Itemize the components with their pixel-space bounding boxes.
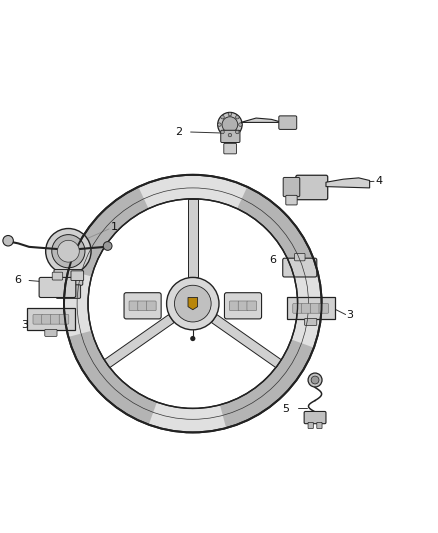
FancyBboxPatch shape xyxy=(247,301,257,311)
Circle shape xyxy=(221,130,224,134)
FancyBboxPatch shape xyxy=(279,116,297,130)
Circle shape xyxy=(3,236,13,246)
Polygon shape xyxy=(104,314,174,368)
Text: 6: 6 xyxy=(14,276,21,286)
FancyBboxPatch shape xyxy=(138,301,148,311)
Circle shape xyxy=(228,133,232,137)
Text: 3: 3 xyxy=(346,310,353,320)
Polygon shape xyxy=(241,118,283,123)
FancyBboxPatch shape xyxy=(224,293,261,319)
Circle shape xyxy=(222,117,238,133)
FancyBboxPatch shape xyxy=(317,422,322,429)
FancyBboxPatch shape xyxy=(224,143,237,154)
Text: 4: 4 xyxy=(375,176,382,187)
Circle shape xyxy=(228,112,232,116)
FancyBboxPatch shape xyxy=(294,253,305,261)
Text: 2: 2 xyxy=(175,127,182,137)
FancyBboxPatch shape xyxy=(54,270,83,285)
Polygon shape xyxy=(237,187,317,277)
FancyBboxPatch shape xyxy=(221,130,240,142)
Text: 3: 3 xyxy=(21,320,28,330)
FancyBboxPatch shape xyxy=(304,411,326,424)
FancyBboxPatch shape xyxy=(33,314,42,324)
FancyBboxPatch shape xyxy=(283,177,300,197)
Polygon shape xyxy=(68,187,148,277)
Circle shape xyxy=(190,336,195,341)
FancyBboxPatch shape xyxy=(50,314,60,324)
Circle shape xyxy=(57,240,79,262)
FancyBboxPatch shape xyxy=(238,301,248,311)
FancyBboxPatch shape xyxy=(52,272,63,280)
Circle shape xyxy=(88,199,297,408)
Polygon shape xyxy=(220,340,314,428)
FancyBboxPatch shape xyxy=(59,314,69,324)
Polygon shape xyxy=(68,331,157,425)
FancyBboxPatch shape xyxy=(308,422,313,429)
Polygon shape xyxy=(188,199,198,277)
Circle shape xyxy=(166,277,219,330)
FancyBboxPatch shape xyxy=(45,329,57,336)
Text: 6: 6 xyxy=(270,255,277,265)
Circle shape xyxy=(221,116,224,119)
Circle shape xyxy=(46,229,91,274)
FancyBboxPatch shape xyxy=(71,271,84,280)
Circle shape xyxy=(52,235,85,268)
FancyBboxPatch shape xyxy=(56,285,81,298)
Circle shape xyxy=(236,130,239,134)
FancyBboxPatch shape xyxy=(319,304,328,313)
Polygon shape xyxy=(27,308,75,330)
FancyBboxPatch shape xyxy=(301,304,311,313)
Circle shape xyxy=(239,123,242,126)
FancyBboxPatch shape xyxy=(296,175,328,200)
FancyBboxPatch shape xyxy=(230,301,239,311)
Circle shape xyxy=(308,373,322,387)
FancyBboxPatch shape xyxy=(310,304,320,313)
FancyBboxPatch shape xyxy=(42,314,51,324)
Circle shape xyxy=(103,241,112,251)
FancyBboxPatch shape xyxy=(293,304,302,313)
Polygon shape xyxy=(64,175,321,432)
Circle shape xyxy=(218,112,242,137)
Text: 1: 1 xyxy=(111,222,118,232)
FancyBboxPatch shape xyxy=(129,301,139,311)
FancyBboxPatch shape xyxy=(283,258,317,277)
Circle shape xyxy=(174,285,211,322)
Circle shape xyxy=(311,376,319,384)
FancyBboxPatch shape xyxy=(147,301,156,311)
Text: 5: 5 xyxy=(282,404,289,414)
Polygon shape xyxy=(326,178,370,188)
Circle shape xyxy=(236,116,239,119)
FancyBboxPatch shape xyxy=(304,318,317,326)
Polygon shape xyxy=(212,314,281,368)
FancyBboxPatch shape xyxy=(286,195,297,205)
Circle shape xyxy=(218,123,221,126)
Polygon shape xyxy=(287,297,335,319)
FancyBboxPatch shape xyxy=(39,277,76,297)
FancyBboxPatch shape xyxy=(124,293,161,319)
Polygon shape xyxy=(188,297,198,310)
